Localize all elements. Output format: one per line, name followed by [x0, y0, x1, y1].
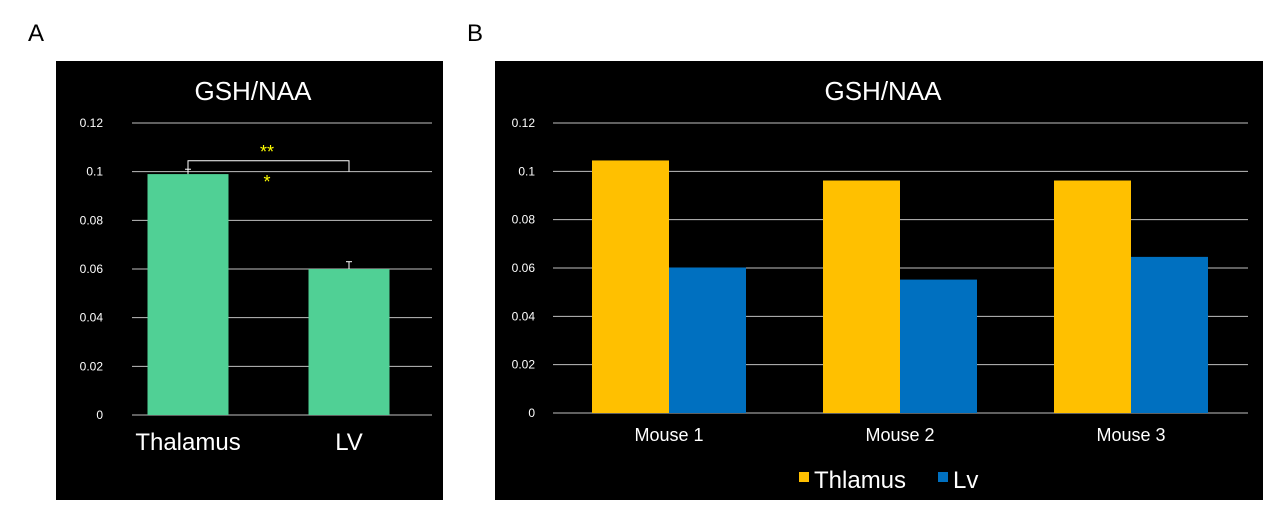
chart-a-ytick-label: 0.04	[80, 311, 104, 325]
panel-label-b: B	[467, 20, 484, 47]
chart-b-xtick-label: Mouse 2	[865, 425, 934, 445]
chart-a-xtick-label: Thalamus	[135, 429, 240, 456]
chart-b-legend-swatch-thalamus	[799, 472, 809, 482]
chart-b-title: GSH/NAA	[824, 76, 942, 106]
chart-a-significance-double: **	[260, 142, 274, 162]
chart-a-significance-bracket	[187, 160, 350, 172]
chart-b-bar-thalamus	[1054, 180, 1131, 413]
chart-a-xtick-label: LV	[335, 429, 363, 456]
chart-a-ytick-label: 0.06	[80, 262, 104, 276]
chart-b-xtick-label: Mouse 1	[634, 425, 703, 445]
chart-b-ytick-label: 0.12	[512, 116, 536, 130]
chart-b-legend-swatch-lv	[938, 472, 948, 482]
chart-a-ytick-label: 0.12	[80, 116, 104, 130]
chart-b-bar-thalamus	[592, 160, 669, 413]
chart-b-ytick-label: 0.06	[512, 261, 536, 275]
chart-b-xtick-label: Mouse 3	[1096, 425, 1165, 445]
chart-b-ytick-label: 0.08	[512, 213, 536, 227]
chart-b-ytick-label: 0	[528, 406, 535, 420]
panel-label-a: A	[28, 20, 45, 47]
chart-b: GSH/NAA 0 0.02 0.04 0.06 0.08 0.1 0.12 Mouse 1…	[512, 76, 1248, 494]
chart-b-ytick-label: 0.02	[512, 358, 536, 372]
chart-a-ytick-label: 0	[96, 408, 103, 422]
chart-a-ytick-label: 0.1	[86, 165, 103, 179]
chart-b-legend-label-lv: Lv	[953, 467, 978, 494]
chart-a-bar	[147, 174, 229, 415]
chart-b-ytick-label: 0.1	[518, 164, 535, 178]
chart-b-bar-lv	[900, 279, 977, 413]
chart-a-container: GSH/NAA 0 0.02 0.04 0.06 0.08 0.1 0.12 Thalamu…	[56, 61, 443, 500]
chart-b-bar-lv	[1131, 256, 1208, 413]
chart-b-legend-label-thalamus: Thlamus	[814, 467, 906, 494]
chart-a-significance-single: *	[263, 172, 270, 192]
chart-a-ytick-label: 0.02	[80, 359, 104, 373]
chart-b-container: GSH/NAA 0 0.02 0.04 0.06 0.08 0.1 0.12 Mouse 1…	[495, 61, 1263, 500]
chart-a: GSH/NAA 0 0.02 0.04 0.06 0.08 0.1 0.12 Thalamu…	[80, 76, 432, 456]
chart-b-bar-lv	[669, 267, 746, 413]
chart-a-bar	[308, 269, 390, 415]
chart-b-ytick-label: 0.04	[512, 309, 536, 323]
chart-a-title: GSH/NAA	[194, 76, 312, 106]
chart-a-ytick-label: 0.08	[80, 213, 104, 227]
chart-b-bar-thalamus	[823, 180, 900, 413]
